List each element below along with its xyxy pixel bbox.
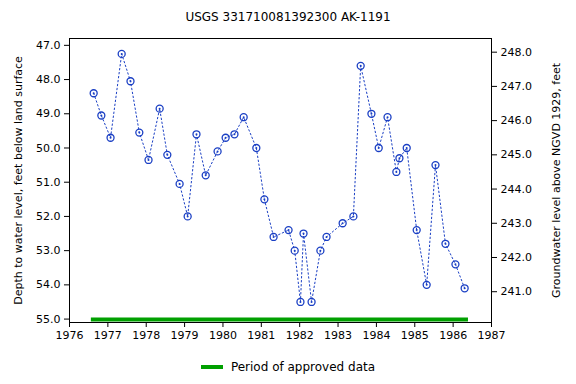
- svg-text:1977: 1977: [94, 329, 122, 342]
- svg-text:1987: 1987: [478, 329, 506, 342]
- svg-text:Depth to water level, feet bel: Depth to water level, feet below land su…: [12, 56, 25, 305]
- svg-text:248.0: 248.0: [501, 46, 533, 59]
- svg-text:1982: 1982: [286, 329, 314, 342]
- svg-text:54.0: 54.0: [36, 278, 61, 291]
- svg-text:242.0: 242.0: [501, 251, 533, 264]
- svg-text:50.0: 50.0: [36, 142, 61, 155]
- svg-text:1986: 1986: [439, 329, 467, 342]
- svg-text:244.0: 244.0: [501, 183, 533, 196]
- html-text:Period of approved data: Period of approved data: [230, 360, 376, 374]
- html-text:USGS 331710081392300 AK-1191: USGS 331710081392300 AK-1191: [185, 10, 391, 24]
- svg-text:1984: 1984: [362, 329, 390, 342]
- svg-text:47.0: 47.0: [36, 39, 61, 52]
- svg-text:51.0: 51.0: [36, 176, 61, 189]
- svg-text:1985: 1985: [401, 329, 429, 342]
- svg-text:1981: 1981: [247, 329, 275, 342]
- svg-text:52.0: 52.0: [36, 210, 61, 223]
- svg-text:1979: 1979: [171, 329, 199, 342]
- svg-text:1976: 1976: [56, 329, 84, 342]
- svg-text:1980: 1980: [209, 329, 237, 342]
- svg-text:48.0: 48.0: [36, 73, 61, 86]
- svg-text:53.0: 53.0: [36, 244, 61, 257]
- svg-text:241.0: 241.0: [501, 285, 533, 298]
- svg-text:55.0: 55.0: [36, 313, 61, 326]
- svg-text:49.0: 49.0: [36, 107, 61, 120]
- svg-text:1983: 1983: [324, 329, 352, 342]
- svg-text:245.0: 245.0: [501, 148, 533, 161]
- svg-text:1978: 1978: [132, 329, 160, 342]
- svg-text:243.0: 243.0: [501, 217, 533, 230]
- svg-text:Groundwater level above NGVD 1: Groundwater level above NGVD 1929, feet: [550, 62, 563, 298]
- svg-text:247.0: 247.0: [501, 80, 533, 93]
- svg-text:246.0: 246.0: [501, 114, 533, 127]
